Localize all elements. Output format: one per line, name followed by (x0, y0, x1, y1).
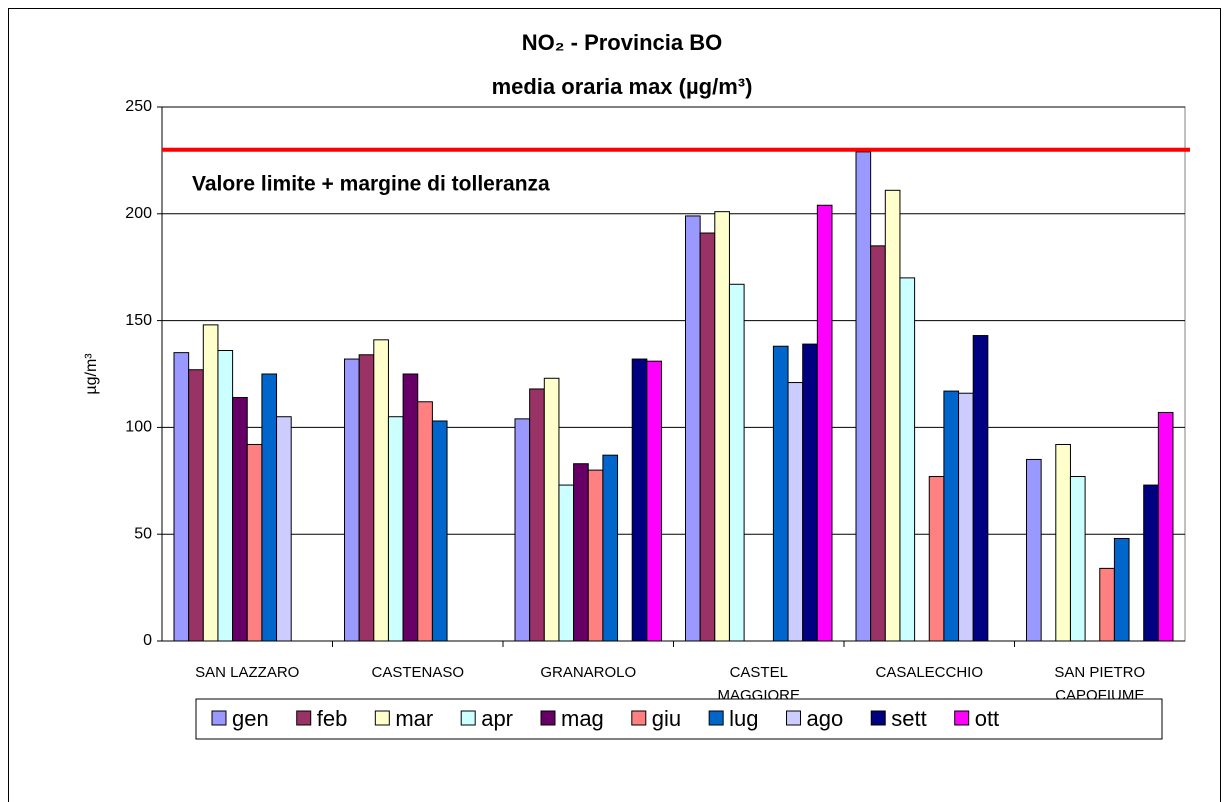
bar (870, 245, 886, 642)
bar (543, 377, 560, 642)
bar (884, 189, 901, 642)
bar (1055, 443, 1071, 642)
legend-label: feb (317, 706, 348, 731)
legend-swatch (708, 710, 724, 726)
legend (195, 698, 1163, 740)
legend-label: mag (561, 706, 604, 731)
bar (972, 335, 989, 642)
bar (787, 382, 804, 642)
bar (802, 343, 818, 642)
bar (899, 277, 916, 642)
bar (728, 283, 745, 642)
legend-label: ott (975, 706, 999, 731)
bar (587, 469, 604, 642)
bar (943, 390, 960, 642)
bar (529, 388, 545, 642)
bar (928, 476, 945, 642)
bar (373, 339, 389, 642)
bar (1069, 476, 1086, 642)
bar (173, 352, 190, 642)
legend-swatch (870, 710, 886, 726)
legend-label: lug (729, 706, 758, 731)
y-axis-label: µg/m³ (83, 353, 100, 395)
x-tick-label: SAN LAZZARO (195, 664, 299, 681)
bar (358, 354, 375, 642)
bar (188, 369, 204, 642)
y-tick-label: 0 (143, 632, 152, 649)
bar (1026, 458, 1042, 642)
legend-label: ago (807, 706, 844, 731)
chart-title: NO₂ - Provincia BO (522, 30, 722, 55)
bar (246, 443, 263, 642)
chart-subtitle: media oraria max (µg/m³) (492, 74, 753, 99)
legend-label: giu (652, 706, 681, 731)
legend-swatch (211, 710, 227, 726)
y-tick-label: 150 (125, 312, 152, 329)
bar (646, 360, 662, 642)
x-tick-label: GRANAROLO (540, 664, 636, 681)
bar (602, 454, 619, 642)
legend-swatch (954, 710, 970, 726)
x-tick-label: CASTENASO (371, 664, 464, 681)
x-tick-label: CASALECCHIO (875, 664, 983, 681)
legend-swatch (631, 710, 647, 726)
plot-area (161, 106, 1186, 642)
bar (631, 358, 648, 642)
bar (431, 420, 448, 642)
bar (1113, 537, 1130, 642)
legend-swatch (374, 710, 390, 726)
bar (514, 418, 531, 642)
legend-label: apr (481, 706, 513, 731)
y-tick-label: 50 (134, 525, 152, 542)
bar (202, 324, 219, 642)
y-tick-label: 200 (125, 205, 152, 222)
bar (232, 396, 248, 642)
bar (699, 232, 716, 642)
bar (958, 392, 974, 642)
bar (217, 350, 234, 642)
bar (387, 416, 404, 642)
bar (772, 345, 789, 642)
legend-label: mar (395, 706, 433, 731)
bar (261, 373, 278, 642)
bar (1143, 484, 1159, 642)
bar (417, 401, 433, 642)
legend-label: sett (891, 706, 926, 731)
y-tick-label: 100 (125, 419, 152, 436)
y-tick-label: 250 (125, 98, 152, 115)
bar (276, 416, 292, 642)
legend-swatch (296, 710, 312, 726)
legend-swatch (786, 710, 802, 726)
bar (1157, 411, 1174, 642)
bar (714, 211, 730, 642)
bar (344, 358, 360, 642)
legend-swatch (460, 710, 476, 726)
bar (573, 463, 589, 642)
legend-swatch (540, 710, 556, 726)
bar (1099, 567, 1115, 642)
legend-label: gen (232, 706, 269, 731)
bar (402, 373, 419, 642)
bar (558, 484, 575, 642)
bar (855, 151, 872, 642)
bar (685, 215, 701, 642)
annotation: Valore limite + margine di tolleranza (192, 173, 550, 196)
bar (816, 204, 833, 642)
